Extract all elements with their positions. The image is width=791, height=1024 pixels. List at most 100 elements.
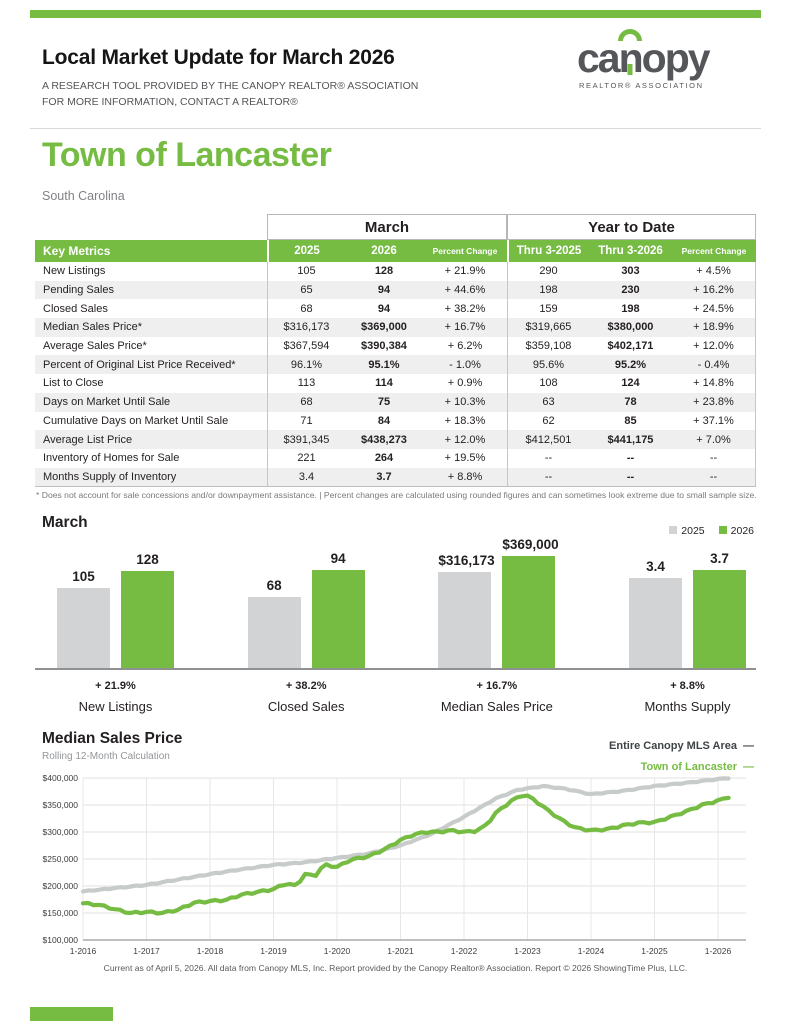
axis-tick-label: 1-2022 — [451, 946, 478, 956]
value-ytd-2025: $359,108 — [507, 336, 589, 356]
bar-group: $316,173 $369,000 + 16.7% Median Sales Pric… — [438, 512, 559, 714]
value-ytd-2025: 198 — [507, 280, 589, 300]
report-subtitle-line1: A RESEARCH TOOL PROVIDED BY THE CANOPY R… — [42, 80, 419, 92]
axis-tick-label: $350,000 — [43, 800, 79, 810]
value-ytd-change: + 23.8% — [672, 392, 756, 412]
value-ytd-2026: 198 — [621, 302, 640, 315]
value-march-2025: 68 — [267, 392, 345, 412]
metric-name: New Listings — [43, 265, 106, 278]
metric-name: Pending Sales — [43, 284, 114, 297]
value-march-2025: $367,594 — [267, 336, 345, 356]
bar-value-label: 128 — [136, 552, 159, 567]
legend-swatch-2025 — [669, 526, 678, 534]
axis-tick-label: $300,000 — [43, 827, 79, 837]
value-ytd-2025: 290 — [507, 262, 589, 281]
axis-tick-label: 1-2025 — [641, 946, 668, 956]
report-footer: Current as of April 5, 2026. All data fr… — [103, 963, 688, 973]
value-ytd-2026: 95.2% — [614, 358, 647, 371]
value-ytd-2025: -- — [507, 448, 589, 468]
value-march-2026: $438,273 — [361, 433, 407, 446]
metric-name: Closed Sales — [43, 302, 108, 315]
axis-tick-label: $400,000 — [43, 774, 79, 783]
table-group-header-row: March Year to Date — [35, 214, 756, 240]
bar-value-label: $316,173 — [438, 553, 495, 568]
value-ytd-2026: $380,000 — [607, 321, 654, 334]
value-march-change: + 16.7% — [444, 321, 486, 334]
value-ytd-2026: 303 — [621, 265, 640, 278]
march-bar-chart: March 2025 2026 105 128 + 21.9% New Listing… — [35, 512, 756, 717]
table-row: Average Sales Price* $367,594 $390,384 + 6.… — [35, 336, 756, 356]
value-ytd-change: - 0.4% — [672, 355, 756, 375]
table-body: New Listings 105 128 + 21.9% 290 303 + 4.5% Pen… — [35, 262, 756, 487]
table-group-header-ytd: Year to Date — [507, 214, 756, 240]
line-chart-plot: $400,000 $350,000 $300,000 $250,000 $200,000… — [43, 774, 746, 956]
axis-tick-label: 1-2020 — [324, 946, 351, 956]
bar-value-label: 68 — [266, 578, 282, 593]
metric-name: Months Supply of Inventory — [43, 470, 177, 483]
bar-pct-change: + 38.2% — [285, 680, 327, 692]
series-line — [80, 776, 731, 894]
bar-green: 128 — [121, 552, 174, 668]
table-footnote: * Does not account for sale concessions … — [36, 490, 757, 500]
value-ytd-2026: -- — [626, 470, 635, 483]
value-march-2026: $369,000 — [361, 321, 407, 334]
bar-pct-change: + 8.8% — [670, 680, 705, 692]
bar-category-label: Median Sales Price — [440, 699, 553, 714]
report-subtitle-line2: FOR MORE INFORMATION, CONTACT A REALTOR® — [42, 95, 298, 108]
bar-green: 94 — [311, 551, 365, 668]
value-ytd-2026: 230 — [621, 284, 640, 297]
location-state: South Carolina — [42, 189, 125, 203]
bar-gray: 105 — [57, 569, 110, 668]
line-chart-subtitle: Rolling 12-Month Calculation — [42, 751, 170, 762]
legend-item-2026: 2026 — [718, 525, 754, 537]
value-march-change: + 18.3% — [444, 414, 486, 427]
value-march-2026: 84 — [377, 414, 391, 427]
value-march-2025: $316,173 — [267, 318, 345, 337]
table-header-pct-change-ytd: Percent Change — [681, 246, 747, 256]
value-march-2025: 68 — [267, 299, 345, 319]
value-ytd-2025: 63 — [507, 392, 589, 412]
value-march-change: - 1.0% — [449, 358, 481, 371]
value-ytd-change: + 7.0% — [672, 430, 756, 449]
value-march-change: + 0.9% — [447, 377, 483, 390]
table-row: Months Supply of Inventory 3.4 3.7 + 8.8% --… — [35, 467, 756, 487]
bar-category-label: Closed Sales — [267, 699, 345, 714]
bar-category-label: New Listings — [78, 699, 153, 714]
value-march-2026: 94 — [377, 302, 391, 315]
value-ytd-2025: $412,501 — [507, 430, 589, 449]
table-header-pct-change-march: Percent Change — [432, 246, 498, 256]
legend-item-lancaster: Town of Lancaster — — [640, 760, 754, 773]
value-ytd-change: -- — [672, 467, 756, 487]
table-header-row: Key Metrics 2025 2026 Percent Change Thr… — [35, 240, 756, 262]
value-march-change: + 44.6% — [444, 284, 486, 297]
value-march-change: + 12.0% — [444, 433, 486, 446]
bar-value-label: 3.4 — [646, 559, 665, 574]
value-march-2026: 264 — [374, 452, 394, 465]
value-march-2026: 128 — [374, 265, 394, 278]
table-header-thru-2026: Thru 3-2026 — [598, 245, 663, 257]
value-march-2026: 75 — [377, 396, 391, 409]
value-ytd-change: + 18.9% — [672, 318, 756, 337]
value-march-2025: 113 — [267, 374, 345, 393]
lancaster-line-swatch: — — [743, 760, 754, 773]
value-ytd-change: + 37.1% — [672, 411, 756, 431]
location-title: Town of Lancaster — [42, 136, 332, 174]
metric-name: Days on Market Until Sale — [43, 396, 171, 409]
axis-tick-label: 1-2019 — [260, 946, 287, 956]
axis-tick-label: 1-2017 — [133, 946, 160, 956]
value-ytd-2025: 95.6% — [507, 355, 589, 375]
value-ytd-change: + 14.8% — [672, 374, 756, 393]
value-march-2026: 94 — [377, 284, 391, 297]
table-row: Cumulative Days on Market Until Sale 71 84… — [35, 411, 756, 431]
value-ytd-2025: -- — [507, 467, 589, 487]
table-header-thru-2025: Thru 3-2025 — [507, 240, 589, 262]
table-row: Days on Market Until Sale 68 75 + 10.3% 63 78… — [35, 392, 756, 412]
value-ytd-2026: $402,171 — [607, 340, 654, 353]
legend-item-mls-area: Entire Canopy MLS Area — — [609, 740, 754, 752]
bar-group: 3.4 3.7 + 8.8% Months Supply — [628, 512, 746, 714]
bar-chart-title: March — [42, 514, 88, 531]
axis-tick-label: 1-2018 — [197, 946, 224, 956]
axis-tick-label: 1-2016 — [70, 946, 97, 956]
bar-value-label: $369,000 — [502, 537, 559, 552]
value-march-2026: 114 — [375, 377, 393, 390]
